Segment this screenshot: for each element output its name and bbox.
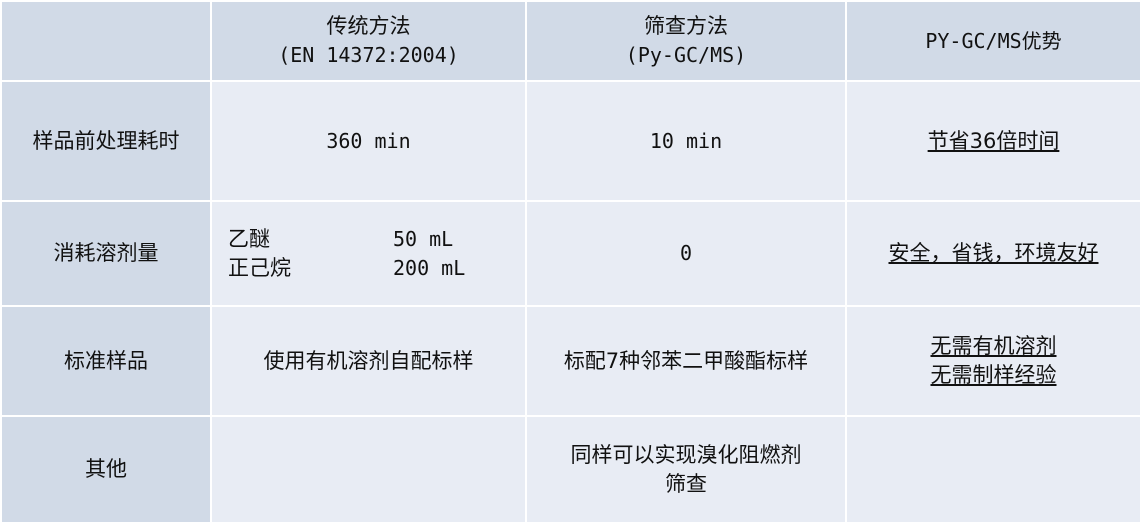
solvent-volume: 50 mL — [393, 226, 454, 251]
advantage-cell: 安全，省钱，环境友好 — [845, 200, 1140, 307]
solvent-name: 正己烷 — [228, 255, 291, 280]
screening-text: 同样可以实现溴化阻燃剂 — [570, 442, 802, 467]
table-row: 其他 同样可以实现溴化阻燃剂 筛查 — [0, 415, 1140, 524]
solvent-item: 正己烷 200 mL — [228, 254, 465, 283]
table-row: 消耗溶剂量 乙醚 50 mL 正己烷 200 mL 0 安全，省钱，环境友好 — [0, 200, 1140, 307]
header-traditional: 传统方法 (EN 14372:2004) — [210, 0, 527, 82]
corner-cell — [0, 0, 212, 82]
screening-cell: 10 min — [525, 80, 847, 202]
advantage-text: 安全，省钱，环境友好 — [888, 241, 1099, 265]
advantage-text: 节省36倍时间 — [927, 128, 1060, 153]
screening-cell: 同样可以实现溴化阻燃剂 筛查 — [525, 415, 847, 524]
header-subtitle: (Py-GC/MS) — [625, 43, 747, 67]
screening-cell: 标配7种邻苯二甲酸酯标样 — [525, 305, 847, 417]
row-label: 其他 — [0, 415, 212, 524]
header-advantage: PY-GC/MS优势 — [845, 0, 1140, 82]
traditional-cell: 乙醚 50 mL 正己烷 200 mL — [210, 200, 527, 307]
solvent-name: 乙醚 — [228, 226, 270, 251]
row-label: 消耗溶剂量 — [0, 200, 212, 307]
solvent-item: 乙醚 50 mL — [228, 225, 453, 254]
header-title: PY-GC/MS优势 — [925, 28, 1062, 53]
header-row: 传统方法 (EN 14372:2004) 筛查方法 (Py-GC/MS) PY-GC… — [0, 0, 1140, 82]
header-screening: 筛查方法 (Py-GC/MS) — [525, 0, 847, 82]
screening-text: 筛查 — [665, 471, 707, 496]
table-row: 标准样品 使用有机溶剂自配标样 标配7种邻苯二甲酸酯标样 无需有机溶剂 无需制样经… — [0, 305, 1140, 417]
screening-cell: 0 — [525, 200, 847, 307]
table-row: 样品前处理耗时 360 min 10 min 节省36倍时间 — [0, 80, 1140, 202]
traditional-cell: 360 min — [210, 80, 527, 202]
traditional-cell: 使用有机溶剂自配标样 — [210, 305, 527, 417]
header-title: 传统方法 — [326, 14, 411, 38]
advantage-cell — [845, 415, 1140, 524]
traditional-cell — [210, 415, 527, 524]
solvent-volume: 200 mL — [393, 255, 466, 280]
advantage-cell: 节省36倍时间 — [845, 80, 1140, 202]
advantage-text: 无需制样经验 — [930, 363, 1057, 387]
row-label: 标准样品 — [0, 305, 212, 417]
advantage-text: 无需有机溶剂 — [930, 334, 1057, 358]
header-subtitle: (EN 14372:2004) — [278, 43, 459, 67]
header-title: 筛查方法 — [644, 14, 728, 38]
advantage-cell: 无需有机溶剂 无需制样经验 — [845, 305, 1140, 417]
row-label: 样品前处理耗时 — [0, 80, 212, 202]
